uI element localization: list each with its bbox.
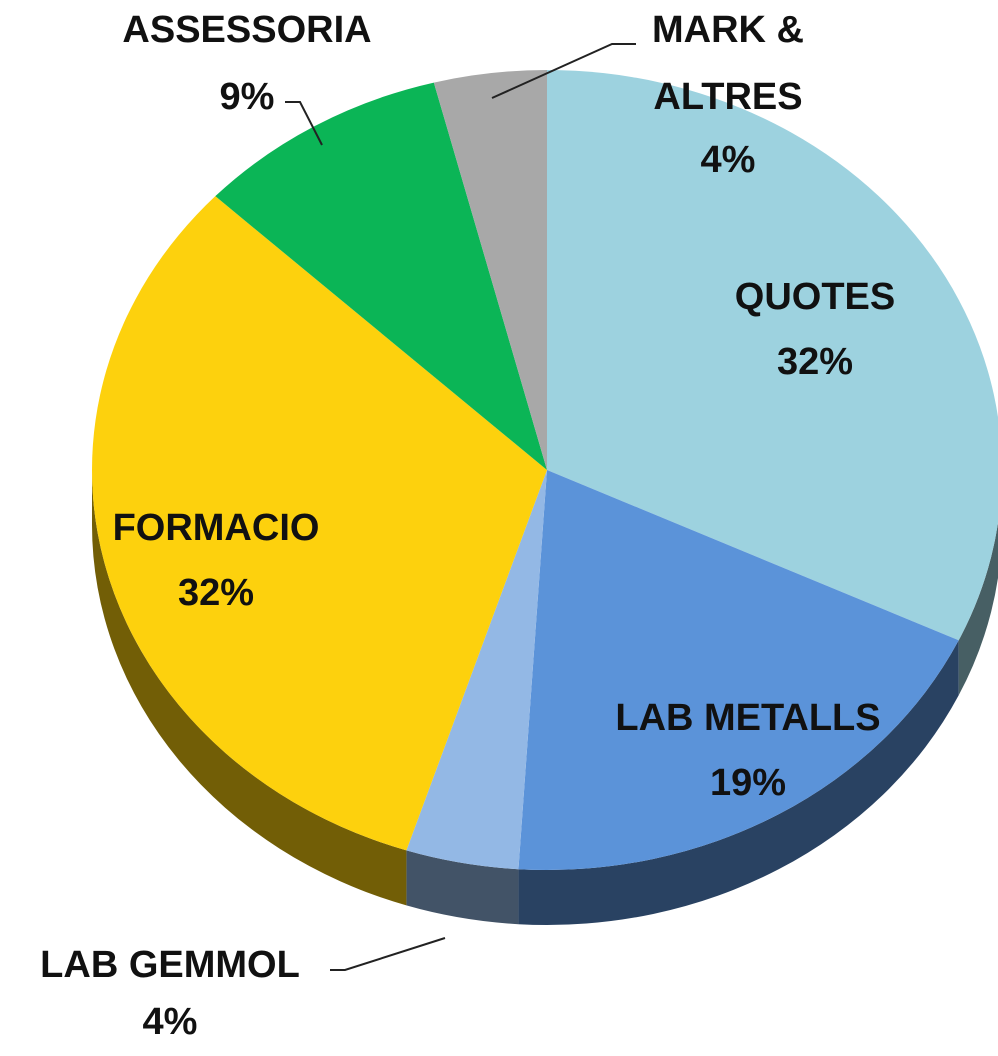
slice-label: QUOTES — [734, 276, 896, 318]
slice — [215, 82, 547, 470]
slice-label: ASSESSORIA — [122, 9, 372, 51]
slice-label: FORMACIO — [112, 507, 320, 549]
pie-sides — [92, 470, 998, 925]
leader-line — [491, 43, 636, 99]
slice-side — [518, 640, 959, 925]
value-label: 32% — [776, 341, 854, 383]
leader-line — [330, 937, 446, 971]
slice — [547, 70, 998, 641]
slice-side — [92, 470, 407, 906]
leader-line — [285, 101, 323, 146]
pie-tops — [91, 70, 998, 870]
slice-side — [406, 850, 519, 925]
slice-label: MARK & ALTRES — [652, 9, 804, 118]
slice-label: LAB METALLS — [615, 697, 881, 739]
slice — [91, 196, 547, 851]
slice-side — [958, 522, 998, 696]
value-label: 4% — [142, 1001, 198, 1043]
slice-label: LAB GEMMOL — [40, 944, 300, 986]
value-label: 4% — [700, 139, 756, 181]
slice — [406, 470, 547, 870]
value-label: 9% — [219, 76, 275, 118]
value-label: 19% — [709, 762, 787, 804]
slice — [518, 470, 959, 870]
value-label: 32% — [177, 572, 255, 614]
slice — [433, 70, 547, 470]
